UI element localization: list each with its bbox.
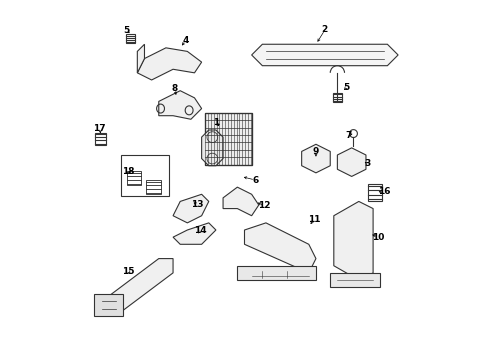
Text: 16: 16 [377, 187, 389, 196]
Polygon shape [137, 44, 144, 73]
Polygon shape [251, 44, 397, 66]
Text: 15: 15 [122, 267, 134, 276]
Polygon shape [201, 130, 223, 166]
Text: 13: 13 [190, 200, 203, 209]
Text: 3: 3 [364, 159, 370, 168]
Text: 17: 17 [93, 124, 106, 133]
Text: 6: 6 [252, 176, 258, 185]
Polygon shape [244, 223, 315, 273]
Text: 18: 18 [122, 167, 134, 176]
Polygon shape [102, 258, 173, 316]
Polygon shape [159, 91, 201, 119]
Text: 2: 2 [321, 26, 327, 35]
Polygon shape [329, 273, 380, 287]
Polygon shape [223, 187, 258, 216]
Polygon shape [94, 294, 123, 316]
Polygon shape [237, 266, 315, 280]
Text: 14: 14 [194, 225, 206, 234]
Text: 7: 7 [344, 131, 350, 140]
Text: 10: 10 [371, 233, 384, 242]
Polygon shape [337, 148, 365, 176]
Text: 12: 12 [257, 201, 270, 210]
Polygon shape [137, 48, 201, 80]
Bar [121, 155, 169, 196]
Text: 5: 5 [123, 26, 129, 35]
Polygon shape [301, 144, 329, 173]
Polygon shape [205, 113, 251, 165]
Text: 9: 9 [312, 147, 319, 156]
Text: 11: 11 [307, 215, 320, 224]
Polygon shape [333, 202, 372, 280]
Text: 5: 5 [343, 83, 349, 92]
Text: 4: 4 [182, 36, 188, 45]
Polygon shape [173, 223, 216, 244]
Text: 1: 1 [212, 118, 219, 127]
Text: 8: 8 [171, 84, 178, 93]
Polygon shape [173, 194, 208, 223]
